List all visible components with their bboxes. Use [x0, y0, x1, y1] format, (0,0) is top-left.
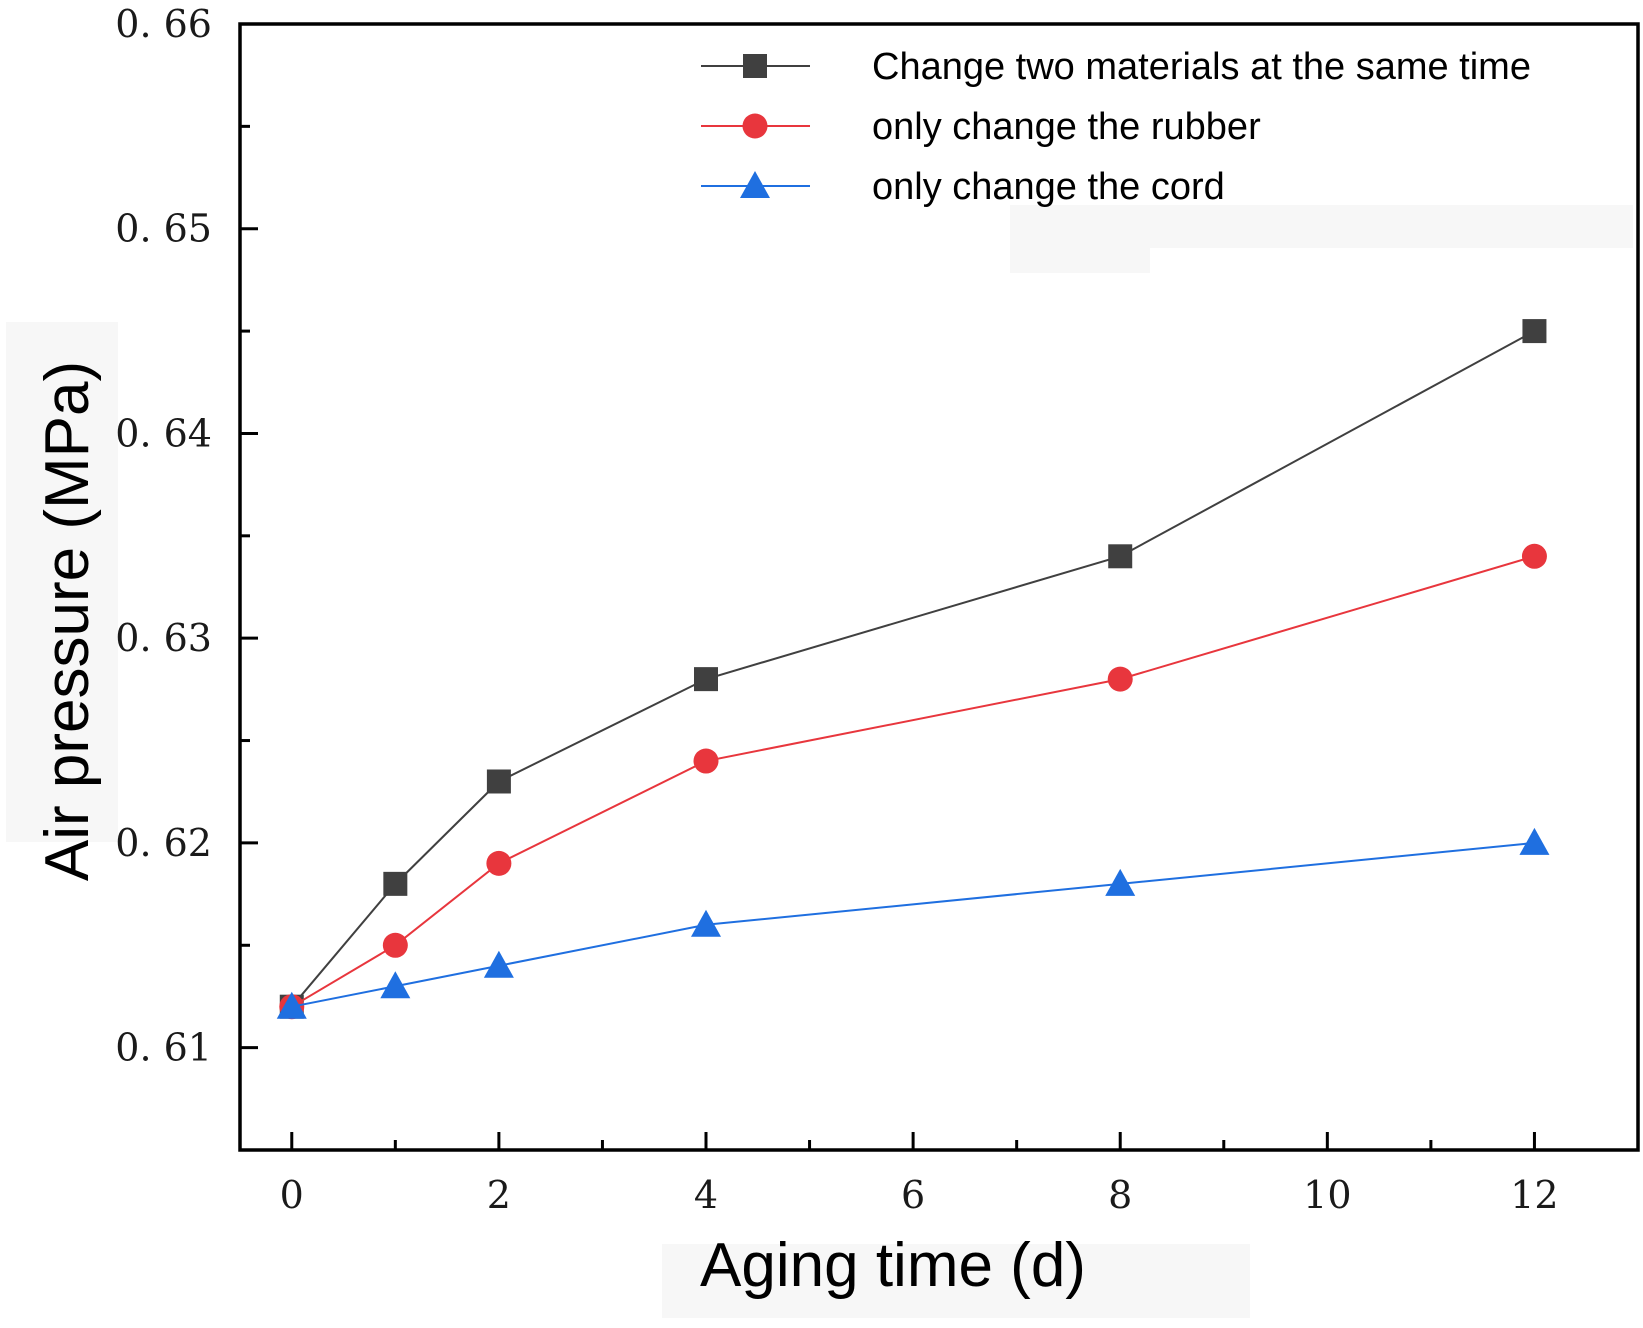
y-tick-label: 0. 62	[115, 821, 212, 865]
legend-backdrop	[1010, 205, 1633, 248]
data-point	[486, 769, 511, 794]
x-axis-title: Aging time (d)	[700, 1231, 1086, 1300]
data-point	[382, 932, 408, 958]
data-point	[1108, 544, 1133, 569]
legend-label: only change the rubber	[872, 106, 1261, 148]
x-tick-label: 4	[694, 1173, 718, 1217]
data-point	[380, 971, 411, 999]
data-point	[483, 950, 514, 978]
y-tick-label: 0. 66	[115, 2, 212, 46]
xlabel-backdrop	[662, 1244, 1250, 1318]
series-3	[276, 827, 1550, 1019]
x-tick-label: 6	[901, 1173, 925, 1217]
series-line	[291, 841, 1535, 1008]
y-tick-label: 0. 65	[115, 207, 212, 251]
data-point	[1107, 666, 1133, 692]
legend-item: only change the cord	[701, 166, 1225, 208]
ylabel-backdrop	[6, 322, 118, 842]
data-point	[1519, 827, 1550, 855]
series-line	[291, 555, 1535, 1008]
x-tick-label: 12	[1510, 1173, 1558, 1217]
y-tick-label: 0. 64	[115, 411, 212, 455]
y-axis-tick-labels: 0. 61 0. 62 0. 63 0. 64 0. 65 0. 66	[115, 2, 212, 1070]
legend-marker	[743, 54, 767, 78]
y-axis-title: Air pressure (MPa)	[33, 361, 102, 881]
x-axis-ticks	[290, 1132, 1536, 1150]
data-point	[1521, 543, 1547, 569]
series-2	[279, 543, 1547, 1020]
legend-marker	[742, 113, 768, 139]
data-point	[693, 748, 719, 774]
legend-item: only change the rubber	[701, 106, 1261, 148]
data-point	[276, 991, 307, 1019]
series-layer	[276, 319, 1550, 1020]
plot-frame	[238, 22, 1640, 1152]
data-point	[1105, 868, 1136, 896]
legend-label: only change the cord	[872, 166, 1225, 208]
x-tick-label: 8	[1108, 1173, 1132, 1217]
legend-marker	[740, 171, 770, 198]
legend-label: Change two materials at the same time	[872, 46, 1531, 88]
legend: Change two materials at the same time onl…	[701, 46, 1531, 208]
y-tick-label: 0. 63	[115, 616, 212, 660]
legend-item: Change two materials at the same time	[701, 46, 1531, 88]
data-point	[694, 667, 718, 692]
data-point	[1522, 319, 1547, 344]
data-point	[691, 909, 721, 937]
x-tick-label: 10	[1303, 1173, 1351, 1217]
data-point	[383, 871, 408, 896]
x-tick-label: 0	[280, 1173, 304, 1217]
data-point	[486, 850, 512, 876]
legend-backdrop-lower	[1010, 245, 1150, 273]
x-tick-label: 2	[487, 1173, 511, 1217]
x-axis-tick-labels: 0 2 4 6 8 10 12	[280, 1173, 1559, 1217]
series-line	[291, 330, 1535, 1008]
y-tick-label: 0. 61	[115, 1026, 212, 1070]
